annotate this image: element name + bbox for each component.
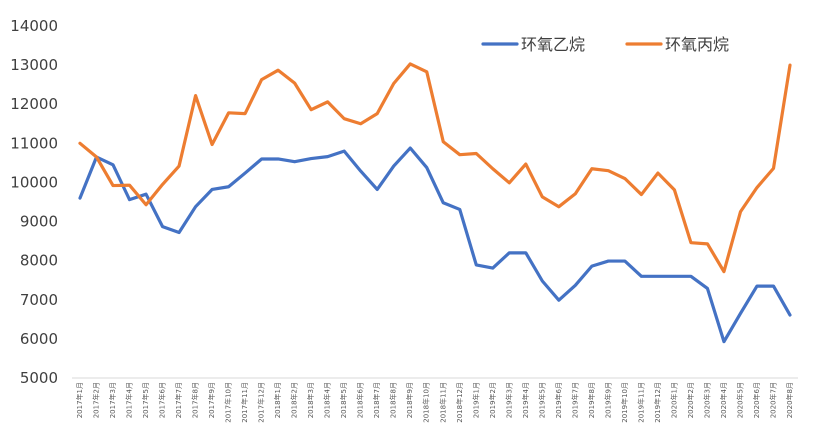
x-tick-label: 2018年12月 bbox=[455, 382, 464, 423]
y-tick-label: 14000 bbox=[10, 17, 58, 35]
x-tick-label: 2020年3月 bbox=[702, 382, 711, 418]
x-tick-label: 2018年11月 bbox=[438, 382, 447, 423]
x-tick-label: 2017年7月 bbox=[174, 382, 183, 418]
y-tick-label: 6000 bbox=[20, 330, 58, 348]
x-tick-label: 2017年1月 bbox=[75, 382, 84, 418]
x-tick-label: 2018年7月 bbox=[372, 382, 381, 418]
x-tick-label: 2018年1月 bbox=[273, 382, 282, 418]
series-line-1 bbox=[78, 146, 792, 344]
y-tick-label: 9000 bbox=[20, 213, 58, 231]
x-tick-label: 2017年5月 bbox=[141, 382, 150, 418]
x-tick-label: 2020年6月 bbox=[752, 382, 761, 418]
x-tick-label: 2020年2月 bbox=[686, 382, 695, 418]
x-tick-label: 2017年11月 bbox=[240, 382, 249, 423]
y-tick-label: 8000 bbox=[20, 252, 58, 270]
x-tick-label: 2019年12月 bbox=[653, 382, 662, 423]
series-line-2 bbox=[78, 62, 792, 274]
y-tick-label: 12000 bbox=[10, 95, 58, 113]
legend-label: 环氧丙烷 bbox=[665, 35, 729, 54]
legend: 环氧乙烷 环氧丙烷 bbox=[481, 35, 729, 54]
y-tick-label: 10000 bbox=[10, 173, 58, 191]
y-tick-label: 11000 bbox=[10, 134, 58, 152]
x-tick-label: 2017年3月 bbox=[108, 382, 117, 418]
x-tick-label: 2018年8月 bbox=[389, 382, 398, 418]
x-tick-label: 2019年3月 bbox=[504, 382, 513, 418]
y-tick-label: 7000 bbox=[20, 291, 58, 309]
legend-label: 环氧乙烷 bbox=[521, 35, 585, 54]
x-tick-label: 2018年6月 bbox=[356, 382, 365, 418]
legend-entry: 环氧丙烷 bbox=[625, 35, 729, 54]
x-tick-label: 2018年10月 bbox=[422, 382, 431, 423]
x-tick-label: 2018年9月 bbox=[405, 382, 414, 418]
x-tick-label: 2017年4月 bbox=[125, 382, 134, 418]
x-tick-label: 2019年2月 bbox=[488, 382, 497, 418]
x-axis: 2017年1月 2017年2月 2017年3月 2017年4月 2017年5月 2017年… bbox=[75, 382, 794, 423]
x-tick-label: 2018年3月 bbox=[306, 382, 315, 418]
legend-entry: 环氧乙烷 bbox=[481, 35, 585, 54]
x-tick-label: 2017年9月 bbox=[207, 382, 216, 418]
y-axis: 5000 6000 7000 8000 9000 10000 11000 12000 13000… bbox=[10, 17, 58, 387]
series-layer bbox=[78, 62, 792, 344]
x-tick-label: 2019年4月 bbox=[521, 382, 530, 418]
x-tick-label: 2020年5月 bbox=[735, 382, 744, 418]
x-tick-label: 2019年9月 bbox=[603, 382, 612, 418]
y-tick-label: 13000 bbox=[10, 56, 58, 74]
x-tick-label: 2019年8月 bbox=[587, 382, 596, 418]
x-tick-label: 2019年5月 bbox=[537, 382, 546, 418]
x-tick-label: 2018年4月 bbox=[323, 382, 332, 418]
x-tick-label: 2020年1月 bbox=[669, 382, 678, 418]
y-tick-label: 5000 bbox=[20, 369, 58, 387]
x-tick-label: 2019年7月 bbox=[570, 382, 579, 418]
x-tick-label: 2019年6月 bbox=[554, 382, 563, 418]
x-tick-label: 2019年1月 bbox=[471, 382, 480, 418]
x-tick-label: 2020年8月 bbox=[785, 382, 794, 418]
x-tick-label: 2017年2月 bbox=[92, 382, 101, 418]
x-tick-label: 2017年12月 bbox=[257, 382, 266, 423]
x-tick-label: 2019年10月 bbox=[620, 382, 629, 423]
x-tick-label: 2020年4月 bbox=[719, 382, 728, 418]
x-tick-label: 2017年8月 bbox=[191, 382, 200, 418]
x-tick-label: 2020年7月 bbox=[768, 382, 777, 418]
x-tick-label: 2019年11月 bbox=[636, 382, 645, 423]
x-tick-label: 2017年6月 bbox=[158, 382, 167, 418]
x-tick-label: 2018年2月 bbox=[290, 382, 299, 418]
x-tick-label: 2018年5月 bbox=[339, 382, 348, 418]
x-tick-label: 2017年10月 bbox=[224, 382, 233, 423]
